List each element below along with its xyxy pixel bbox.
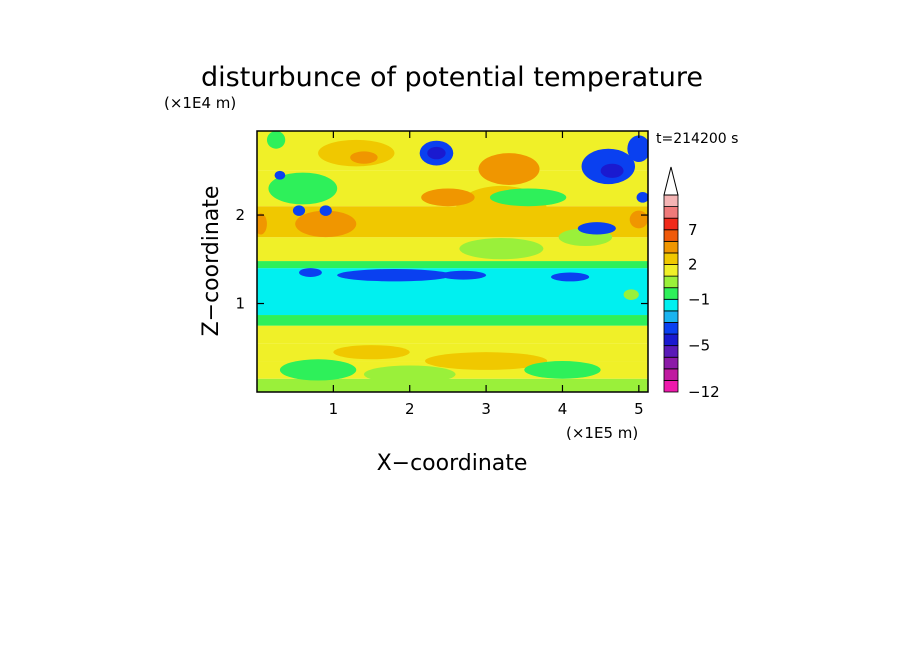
colorbar-segment bbox=[663, 298, 679, 312]
colorbar-segment bbox=[663, 229, 679, 242]
y-tick-label: 2 bbox=[235, 206, 245, 224]
colorbar-extend-arrow bbox=[663, 166, 679, 196]
colorbar-tick-label: −5 bbox=[688, 337, 710, 355]
colorbar-segment bbox=[663, 275, 679, 289]
colorbar-segment bbox=[663, 345, 679, 358]
contour-feature bbox=[478, 153, 540, 185]
contour-feature bbox=[524, 361, 601, 379]
contour-feature bbox=[577, 222, 616, 235]
contour-feature bbox=[629, 210, 648, 229]
chart-title: disturbunce of potential temperature bbox=[201, 62, 703, 93]
colorbar-segment bbox=[663, 287, 679, 300]
contour-feature bbox=[489, 188, 567, 207]
plot-frame bbox=[256, 130, 649, 393]
colorbar-tick-label: −1 bbox=[688, 290, 710, 308]
x-tick-label: 2 bbox=[405, 400, 415, 418]
contour-feature bbox=[257, 213, 267, 235]
contour-feature bbox=[274, 170, 286, 180]
y-axis-ticks: 12 bbox=[235, 206, 648, 313]
colorbar: −12−5−127 bbox=[663, 166, 720, 401]
y-tick-label: 1 bbox=[235, 295, 245, 313]
contour-feature bbox=[292, 205, 306, 216]
colorbar-segment bbox=[663, 252, 679, 265]
contour-feature bbox=[636, 192, 648, 203]
contour-feature bbox=[268, 172, 338, 205]
colorbar-segment bbox=[663, 368, 679, 381]
contour-feature bbox=[279, 359, 357, 381]
contour-feature bbox=[266, 131, 286, 149]
contour-band bbox=[257, 237, 648, 262]
contour-feature bbox=[421, 188, 475, 207]
contour-feature bbox=[425, 352, 548, 370]
colorbar-segment bbox=[663, 217, 679, 231]
contour-feature bbox=[427, 146, 446, 160]
y-unit-label: (×1E4 m) bbox=[164, 94, 236, 112]
colorbar-tick-label: −12 bbox=[688, 383, 720, 401]
contour-band bbox=[257, 325, 648, 344]
contour-feature bbox=[459, 238, 544, 260]
colorbar-segment bbox=[663, 240, 679, 254]
colorbar-segment bbox=[663, 206, 679, 219]
contour-feature bbox=[627, 135, 648, 162]
x-axis-ticks: 1 2 3 4 5 bbox=[329, 131, 644, 418]
contour-feature bbox=[623, 289, 639, 300]
contour-feature bbox=[363, 365, 456, 384]
contour-feature bbox=[319, 205, 332, 216]
x-tick-label: 5 bbox=[634, 400, 644, 418]
contour-feature bbox=[295, 210, 357, 238]
colorbar-segment bbox=[663, 310, 679, 323]
x-tick-label: 3 bbox=[481, 400, 491, 418]
colorbar-segment bbox=[663, 264, 679, 277]
contour-feature bbox=[299, 268, 322, 277]
colorbar-segment bbox=[663, 356, 679, 370]
colorbar-tick-label: 2 bbox=[688, 256, 698, 274]
contour-feature bbox=[440, 270, 487, 280]
y-axis-label: Z−coordinate bbox=[199, 186, 224, 337]
colorbar-segment bbox=[663, 333, 679, 347]
contour-plot-area bbox=[257, 131, 648, 392]
colorbar-segment bbox=[663, 322, 679, 335]
contour-feature bbox=[337, 269, 452, 282]
x-unit-label: (×1E5 m) bbox=[566, 424, 638, 442]
contour-feature bbox=[333, 345, 410, 360]
contour-feature bbox=[350, 151, 378, 164]
colorbar-segment bbox=[663, 380, 679, 393]
contour-band bbox=[257, 261, 648, 269]
colorbar-tick-label: 7 bbox=[688, 221, 698, 239]
time-label: t=214200 s bbox=[656, 131, 738, 147]
contour-feature bbox=[600, 163, 624, 178]
x-axis-label: X−coordinate bbox=[377, 451, 528, 476]
contour-feature bbox=[551, 272, 590, 282]
contour-band bbox=[257, 378, 648, 392]
x-tick-label: 1 bbox=[329, 400, 339, 418]
x-tick-label: 4 bbox=[558, 400, 568, 418]
contour-band bbox=[257, 315, 648, 326]
colorbar-segment bbox=[663, 194, 679, 207]
